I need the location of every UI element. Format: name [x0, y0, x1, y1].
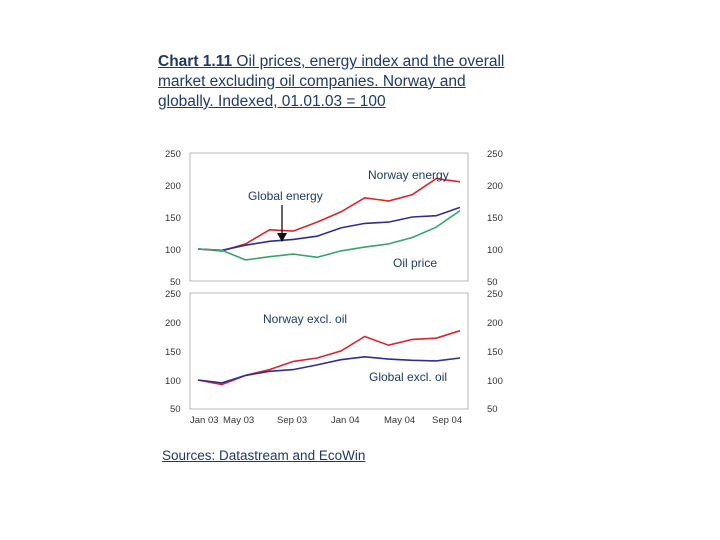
y-tick: 50 [170, 277, 181, 288]
y-tick: 150 [165, 347, 181, 358]
y-tick: 200 [165, 318, 181, 329]
top-panel-left-ticks: 250 200 150 100 50 [165, 149, 181, 288]
y-tick: 100 [165, 376, 181, 387]
x-tick: May 03 [223, 415, 254, 426]
y-tick-right: 200 [487, 318, 503, 329]
label-norway-excl-oil: Norway excl. oil [263, 312, 347, 326]
label-global-energy: Global energy [248, 189, 323, 203]
top-panel-frame [189, 152, 469, 282]
y-tick-right: 100 [487, 376, 503, 387]
chart-title-text: Oil prices, energy index and the overall… [158, 53, 505, 110]
label-norway-energy: Norway energy [368, 168, 449, 182]
y-tick-right: 250 [487, 289, 503, 300]
series-line-oil-price [197, 209, 461, 261]
chart-title: Chart 1.11 Oil prices, energy index and … [158, 52, 518, 112]
series-line-global-energy [197, 206, 461, 252]
top-panel-right-ticks: 250 200 150 100 50 [487, 149, 503, 288]
bottom-panel-frame [189, 292, 469, 410]
y-tick-right: 50 [487, 277, 498, 288]
label-global-excl-oil: Global excl. oil [369, 370, 447, 384]
label-oil-price: Oil price [393, 256, 437, 270]
chart-number: Chart 1.11 [158, 53, 233, 70]
series-line-norway-energy [197, 177, 461, 252]
x-tick: Sep 04 [432, 415, 462, 426]
x-tick: Jan 03 [190, 415, 219, 426]
bottom-panel-right-ticks: 250 200 150 100 50 [487, 289, 503, 415]
y-tick-right: 200 [487, 181, 503, 192]
y-tick: 250 [165, 289, 181, 300]
y-tick: 250 [165, 149, 181, 160]
x-tick: Jan 04 [331, 415, 360, 426]
y-tick-right: 150 [487, 213, 503, 224]
annotation-arrowhead [277, 233, 287, 242]
x-axis-ticks: Jan 03 May 03 Sep 03 Jan 04 May 04 Sep 0… [190, 415, 462, 426]
y-tick: 100 [165, 245, 181, 256]
source-note: Sources: Datastream and EcoWin [162, 448, 366, 463]
y-tick: 50 [170, 404, 181, 415]
y-tick: 150 [165, 213, 181, 224]
x-tick: Sep 03 [277, 415, 307, 426]
series-line-global-excl-oil [197, 355, 461, 384]
x-tick: May 04 [384, 415, 415, 426]
y-tick-right: 250 [487, 149, 503, 160]
y-tick-right: 50 [487, 404, 498, 415]
y-tick: 200 [165, 181, 181, 192]
y-tick-right: 100 [487, 245, 503, 256]
y-tick-right: 150 [487, 347, 503, 358]
bottom-panel-left-ticks: 250 200 150 100 50 [165, 289, 181, 415]
